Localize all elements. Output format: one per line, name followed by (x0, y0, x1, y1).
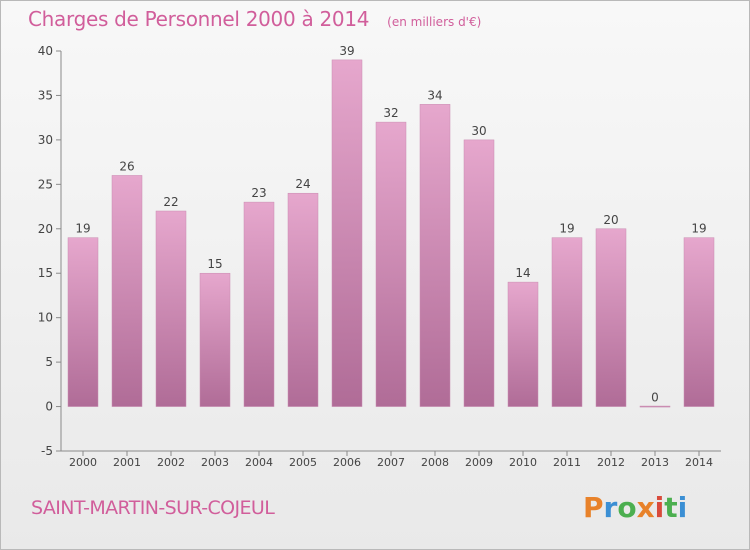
bar-2001 (111, 175, 143, 407)
axes: -5 0 5 10 15 20 25 30 35 40 2000 2001 2002 2003 2004 20… (38, 44, 721, 469)
data-label-2011: 19 (559, 222, 574, 236)
data-label-2013: 0 (651, 391, 659, 405)
logo-letter: t (664, 491, 678, 524)
chart-subtitle: (en milliers d'€) (387, 15, 482, 29)
logo-letter: x (636, 491, 655, 524)
data-label-2003: 15 (207, 257, 222, 271)
logo-letter: i (654, 491, 665, 524)
bar-2014 (683, 237, 715, 407)
y-tick-label: 0 (45, 400, 53, 414)
y-tick-label: 20 (38, 222, 53, 236)
bar-2009 (463, 139, 495, 407)
logo-letter: r (603, 491, 618, 524)
x-tick-label-2008: 2008 (421, 456, 449, 469)
bar-2002 (155, 210, 187, 407)
bars-group (67, 59, 715, 408)
x-tick-label-2009: 2009 (465, 456, 493, 469)
x-tick-label-2007: 2007 (377, 456, 405, 469)
y-tick-label: 40 (38, 44, 53, 58)
commune-name: SAINT-MARTIN-SUR-COJEUL (31, 497, 275, 519)
y-tick-label: 25 (38, 177, 53, 191)
data-label-2005: 24 (295, 177, 310, 191)
bar-2013 (639, 405, 671, 408)
x-tick-label-2001: 2001 (113, 456, 141, 469)
x-tick-label-2011: 2011 (553, 456, 581, 469)
bar-2006 (331, 59, 363, 407)
logo-letter: P (583, 491, 604, 524)
data-labels-group: 19 26 22 15 23 24 39 32 34 30 14 19 20 0 19 (75, 44, 706, 405)
logo-letter: i (677, 491, 688, 524)
proxiti-logo[interactable]: Proxiti (583, 491, 687, 524)
x-tick-label-2013: 2013 (641, 456, 669, 469)
bar-2011 (551, 237, 583, 407)
x-tick-label-2010: 2010 (509, 456, 537, 469)
x-tick-label-2014: 2014 (685, 456, 713, 469)
x-tick-label-2003: 2003 (201, 456, 229, 469)
bar-2000 (67, 237, 99, 407)
data-label-2007: 32 (383, 106, 398, 120)
data-label-2002: 22 (163, 195, 178, 209)
x-tick-label-2012: 2012 (597, 456, 625, 469)
data-label-2000: 19 (75, 222, 90, 236)
x-tick-label-2006: 2006 (333, 456, 361, 469)
logo-letter: o (617, 491, 637, 524)
bar-2005 (287, 192, 319, 407)
bar-2010 (507, 281, 539, 407)
data-label-2001: 26 (119, 159, 134, 173)
bar-2012 (595, 228, 627, 407)
y-tick-label: 15 (38, 266, 53, 280)
x-tick-label-2005: 2005 (289, 456, 317, 469)
data-label-2014: 19 (691, 222, 706, 236)
bar-2007 (375, 121, 407, 407)
y-tick-label: 5 (45, 355, 53, 369)
data-label-2004: 23 (251, 186, 266, 200)
bar-2004 (243, 201, 275, 407)
title-row: Charges de Personnel 2000 à 2014 (en mil… (28, 7, 481, 31)
x-tick-label-2002: 2002 (157, 456, 185, 469)
bar-2008 (419, 104, 451, 407)
data-label-2006: 39 (339, 44, 354, 58)
bar-2003 (199, 272, 231, 407)
data-label-2012: 20 (603, 213, 618, 227)
y-tick-label: -5 (41, 444, 53, 458)
y-tick-label: 30 (38, 133, 53, 147)
data-label-2009: 30 (471, 124, 486, 138)
data-label-2010: 14 (515, 266, 530, 280)
x-tick-label-2004: 2004 (245, 456, 273, 469)
y-tick-label: 10 (38, 311, 53, 325)
x-tick-label-2000: 2000 (69, 456, 97, 469)
chart-title: Charges de Personnel 2000 à 2014 (28, 7, 370, 31)
data-label-2008: 34 (427, 88, 442, 102)
y-tick-label: 35 (38, 88, 53, 102)
